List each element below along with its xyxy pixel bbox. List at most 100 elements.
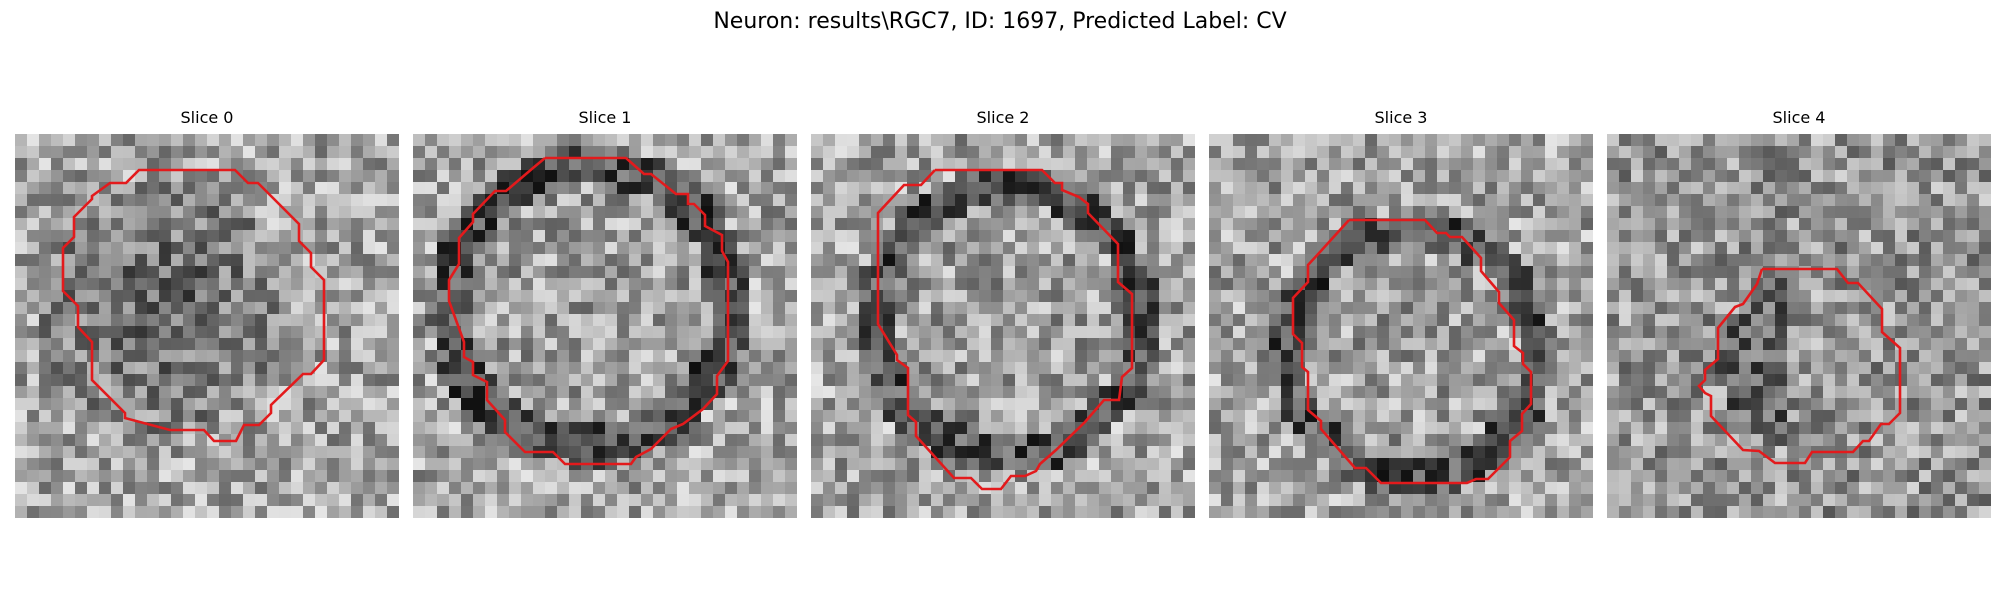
pixel (1317, 386, 1329, 398)
pixel (1883, 194, 1895, 206)
pixel (75, 146, 87, 158)
pixel (1979, 302, 1991, 314)
pixel (425, 230, 437, 242)
pixel (1063, 422, 1075, 434)
pixel (1233, 458, 1245, 470)
pixel (1401, 134, 1413, 146)
pixel (1425, 230, 1437, 242)
pixel (533, 410, 545, 422)
pixel (1607, 194, 1619, 206)
pixel (39, 146, 51, 158)
pixel (1221, 170, 1233, 182)
pixel (1569, 362, 1581, 374)
pixel (1353, 158, 1365, 170)
pixel (811, 254, 823, 266)
pixel (1497, 482, 1509, 494)
pixel (1473, 158, 1485, 170)
pixel (15, 470, 27, 482)
pixel (1147, 170, 1159, 182)
pixel (1545, 470, 1557, 482)
pixel (183, 278, 195, 290)
pixel (1171, 482, 1183, 494)
pixel (147, 182, 159, 194)
pixel (461, 410, 473, 422)
pixel (1703, 434, 1715, 446)
pixel (195, 338, 207, 350)
pixel (1147, 482, 1159, 494)
pixel (1751, 146, 1763, 158)
pixel (1171, 194, 1183, 206)
pixel (653, 458, 665, 470)
pixel (1015, 410, 1027, 422)
pixel (1847, 290, 1859, 302)
pixel (1581, 494, 1593, 506)
pixel (387, 278, 399, 290)
pixel (847, 254, 859, 266)
pixel (1521, 218, 1533, 230)
pixel (1569, 278, 1581, 290)
pixel (473, 410, 485, 422)
pixel (437, 158, 449, 170)
pixel (1943, 134, 1955, 146)
pixel (1075, 374, 1087, 386)
pixel (63, 266, 75, 278)
pixel (581, 242, 593, 254)
pixel (1365, 230, 1377, 242)
pixel (75, 494, 87, 506)
pixel (1269, 338, 1281, 350)
pixel (1015, 434, 1027, 446)
pixel (99, 338, 111, 350)
pixel (919, 290, 931, 302)
pixel (1509, 206, 1521, 218)
pixel (255, 182, 267, 194)
pixel (39, 194, 51, 206)
pixel (1425, 290, 1437, 302)
pixel (1715, 410, 1727, 422)
pixel (521, 386, 533, 398)
pixel (713, 398, 725, 410)
pixel (1775, 146, 1787, 158)
pixel (1643, 362, 1655, 374)
pixel (1787, 134, 1799, 146)
pixel (1643, 194, 1655, 206)
pixel (1425, 374, 1437, 386)
pixel (1015, 170, 1027, 182)
pixel (1521, 338, 1533, 350)
pixel (1269, 302, 1281, 314)
pixel (1039, 398, 1051, 410)
pixel (1365, 302, 1377, 314)
pixel (87, 326, 99, 338)
pixel (701, 230, 713, 242)
pixel (99, 278, 111, 290)
pixel (327, 374, 339, 386)
pixel (1883, 206, 1895, 218)
pixel (243, 302, 255, 314)
pixel (979, 398, 991, 410)
pixel (123, 254, 135, 266)
pixel (291, 410, 303, 422)
pixel (111, 458, 123, 470)
pixel (823, 230, 835, 242)
pixel (749, 422, 761, 434)
pixel (1099, 254, 1111, 266)
pixel (629, 434, 641, 446)
pixel (207, 314, 219, 326)
pixel (521, 482, 533, 494)
pixel (1111, 146, 1123, 158)
pixel (51, 422, 63, 434)
pixel (279, 182, 291, 194)
pixel (449, 134, 461, 146)
pixel (1075, 290, 1087, 302)
pixel (835, 386, 847, 398)
pixel (1763, 374, 1775, 386)
pixel (581, 338, 593, 350)
pixel (1907, 302, 1919, 314)
pixel (737, 398, 749, 410)
pixel (713, 482, 725, 494)
pixel (617, 266, 629, 278)
pixel (1159, 302, 1171, 314)
pixel (51, 146, 63, 158)
pixel (15, 458, 27, 470)
pixel (533, 278, 545, 290)
pixel (749, 506, 761, 518)
